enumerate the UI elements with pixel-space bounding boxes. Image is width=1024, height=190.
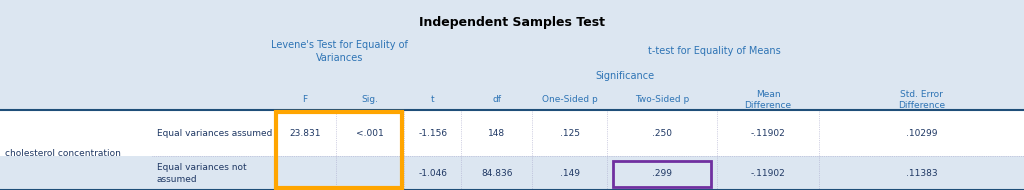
Text: Two-Sided p: Two-Sided p xyxy=(635,95,689,104)
Text: -1.046: -1.046 xyxy=(418,169,447,178)
Text: -.11902: -.11902 xyxy=(751,169,785,178)
Text: Equal variances not
assumed: Equal variances not assumed xyxy=(157,163,247,184)
Bar xyxy=(0,110,1024,156)
Text: .299: .299 xyxy=(652,169,672,178)
Text: Significance: Significance xyxy=(595,71,654,81)
Text: <.001: <.001 xyxy=(356,128,384,138)
Text: F: F xyxy=(302,95,308,104)
Bar xyxy=(0,156,1024,190)
Text: Independent Samples Test: Independent Samples Test xyxy=(419,16,605,29)
Text: Equal variances assumed: Equal variances assumed xyxy=(157,128,272,138)
Text: Levene's Test for Equality of
Variances: Levene's Test for Equality of Variances xyxy=(271,40,408,63)
Text: cholesterol concentration: cholesterol concentration xyxy=(5,149,121,158)
Text: .149: .149 xyxy=(560,169,580,178)
Text: 23.831: 23.831 xyxy=(290,128,321,138)
Text: .250: .250 xyxy=(652,128,672,138)
Text: Std. Error
Difference: Std. Error Difference xyxy=(898,90,945,110)
Text: -1.156: -1.156 xyxy=(418,128,447,138)
Text: One-Sided p: One-Sided p xyxy=(542,95,598,104)
Text: t: t xyxy=(431,95,434,104)
Text: df: df xyxy=(493,95,501,104)
Text: .11383: .11383 xyxy=(906,169,937,178)
Text: Sig.: Sig. xyxy=(361,95,379,104)
Text: 84.836: 84.836 xyxy=(481,169,512,178)
Text: 148: 148 xyxy=(488,128,505,138)
Text: Mean
Difference: Mean Difference xyxy=(744,90,792,110)
Text: .10299: .10299 xyxy=(906,128,937,138)
Text: -.11902: -.11902 xyxy=(751,128,785,138)
Text: t-test for Equality of Means: t-test for Equality of Means xyxy=(648,46,780,56)
Text: .125: .125 xyxy=(560,128,580,138)
